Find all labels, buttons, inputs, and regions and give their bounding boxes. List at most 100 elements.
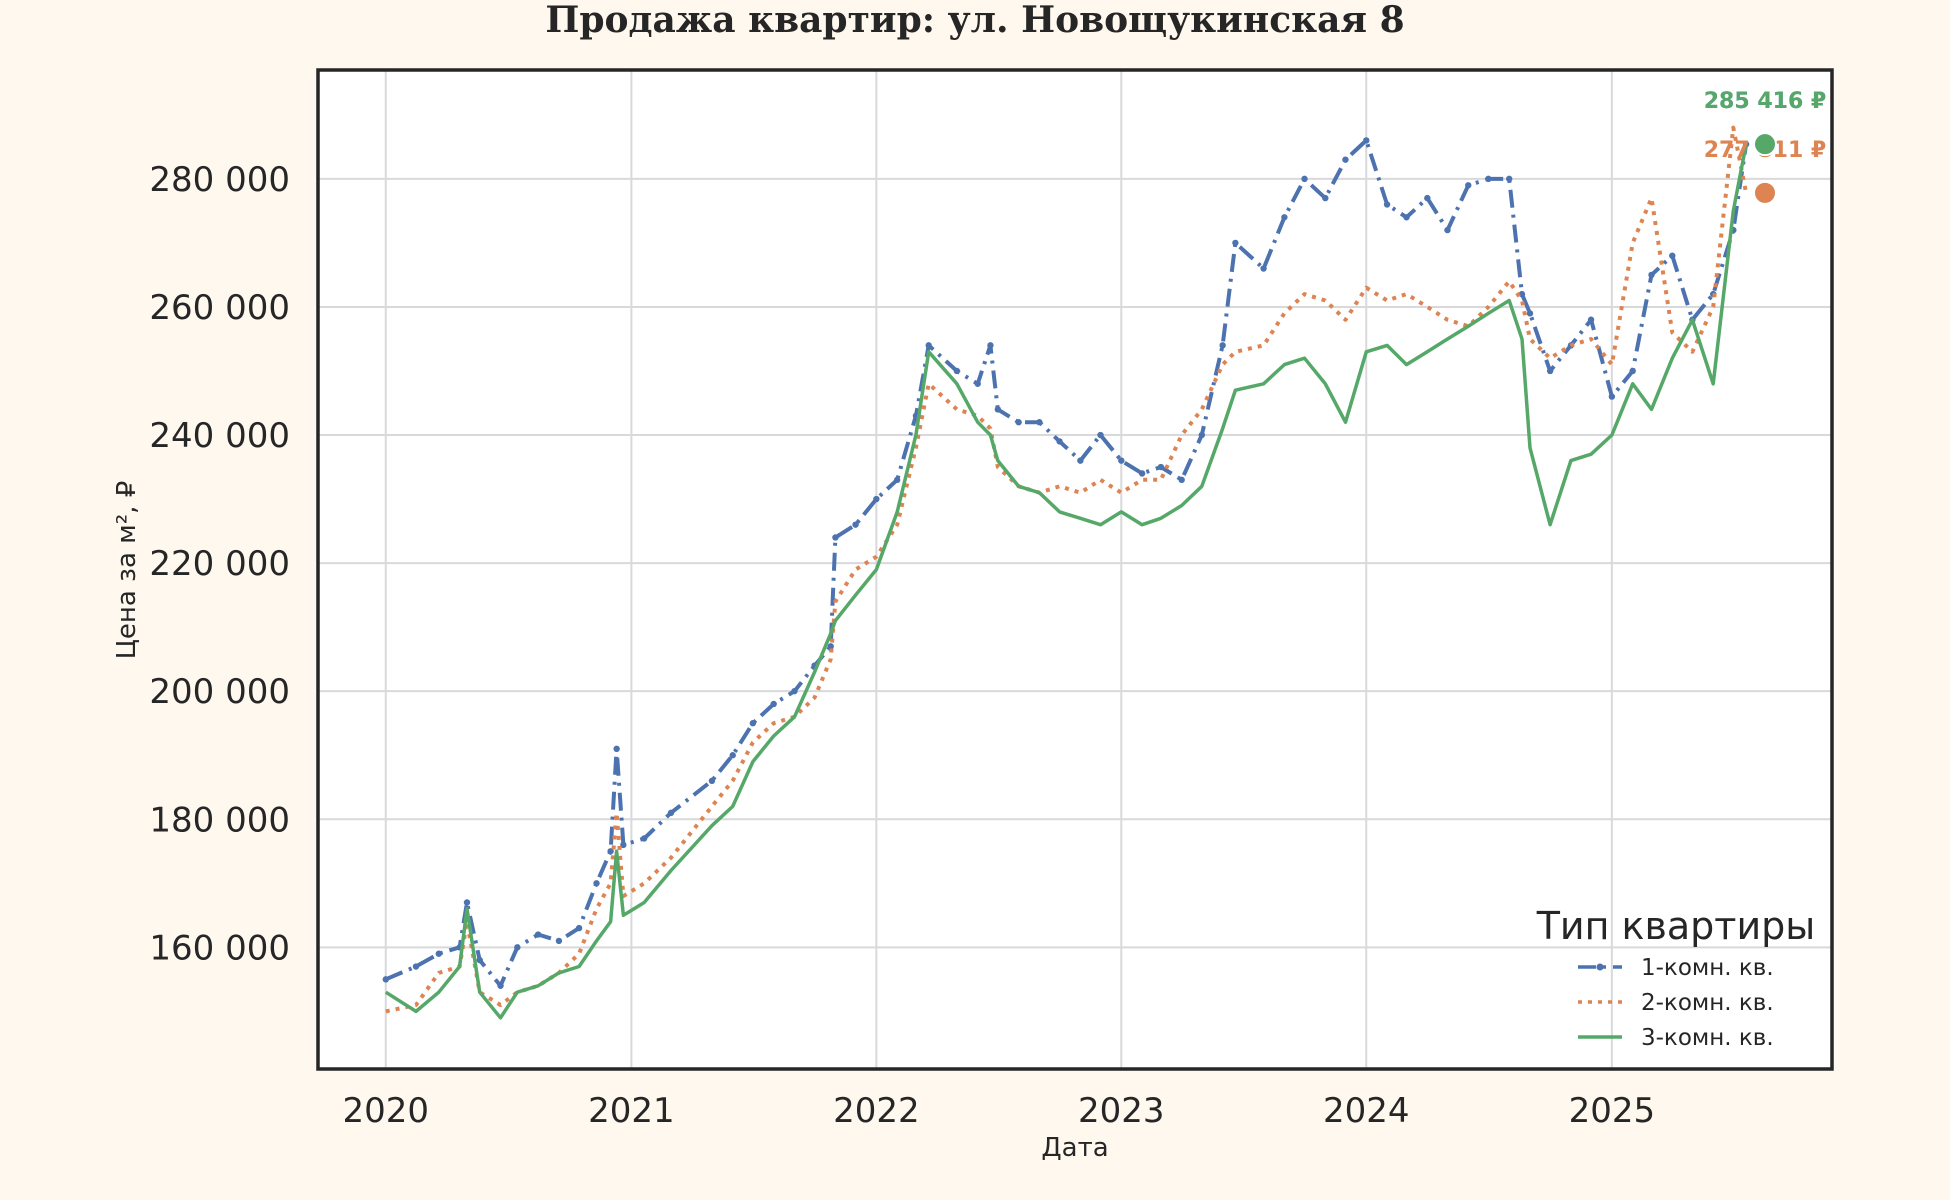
data-point (1403, 214, 1410, 221)
data-point (1506, 175, 1513, 183)
y-tick-label: 240 000 (149, 416, 290, 456)
y-axis-label: Цена за м², ₽ (112, 481, 142, 660)
end-markers: 285 416 ₽277 811 ₽285 416 ₽ (1704, 89, 1826, 205)
x-tick-label: 2020 (343, 1091, 430, 1131)
data-point (1157, 463, 1165, 471)
data-point (1198, 431, 1206, 439)
data-point (497, 982, 504, 989)
data-point (987, 342, 994, 349)
data-point (1322, 194, 1329, 202)
data-point (555, 937, 563, 945)
data-point (1219, 342, 1226, 349)
data-point (1518, 290, 1526, 298)
plot-area (318, 70, 1832, 1069)
data-point (953, 367, 961, 375)
data-point (791, 687, 798, 695)
data-point (1342, 156, 1349, 163)
chart-title: Продажа квартир: ул. Новощукинская 8 (545, 0, 1404, 41)
x-tick-label: 2025 (1569, 1091, 1656, 1131)
y-tick-label: 220 000 (149, 544, 290, 584)
y-tick-labels: 160 000 180 000 200 000 220 000 240 000 260 0… (149, 160, 290, 968)
data-point (1301, 175, 1308, 183)
y-tick-label: 200 000 (149, 672, 290, 712)
y-tick-label: 180 000 (149, 800, 290, 840)
x-tick-label: 2023 (1078, 1091, 1165, 1131)
data-point (640, 835, 648, 842)
end-marker (1753, 132, 1777, 157)
data-point (1077, 457, 1084, 464)
data-point (1260, 265, 1267, 272)
data-point (770, 700, 777, 708)
data-point (893, 476, 901, 484)
legend-label: 2-комн. кв. (1641, 990, 1774, 1016)
data-point (1118, 457, 1125, 464)
data-point (463, 899, 471, 906)
y-tick-label: 160 000 (149, 928, 290, 968)
x-tick-labels: 2020 2021 2022 2023 2024 2025 (343, 1091, 1656, 1131)
x-tick-label: 2021 (588, 1091, 675, 1131)
x-tick-label: 2024 (1323, 1091, 1410, 1131)
data-point (1178, 476, 1185, 484)
data-point (620, 841, 627, 849)
data-point (1424, 194, 1431, 202)
series-line (384, 143, 1748, 1020)
data-point (1669, 252, 1676, 259)
data-point (1648, 271, 1655, 279)
series-line (385, 125, 1749, 1014)
legend-label: 3-комн. кв. (1641, 1025, 1774, 1051)
data-point (1281, 214, 1288, 221)
data-point (514, 944, 521, 951)
data-point (1363, 137, 1370, 144)
data-point (1036, 419, 1043, 426)
legend: Тип квартиры 1-комн. кв. 2-комн. кв. 3-ком… (1536, 904, 1816, 1051)
data-point (1546, 367, 1554, 375)
data-point (1465, 182, 1472, 189)
data-point (749, 719, 757, 727)
data-point (873, 495, 880, 503)
plot-frame (316, 68, 1834, 1071)
data-point (476, 956, 483, 964)
data-point (974, 380, 981, 387)
y-tick-label: 280 000 (149, 160, 290, 200)
data-point (1383, 201, 1391, 208)
data-point (1608, 393, 1616, 400)
data-point (832, 534, 839, 541)
end-value-label: 285 416 ₽ (1704, 89, 1826, 114)
data-point (1097, 431, 1104, 439)
data-point (1232, 239, 1239, 247)
data-point (1629, 367, 1636, 375)
data-point (827, 643, 834, 650)
data-point (534, 931, 542, 938)
end-value-label: 285 416 ₽ (1704, 89, 1826, 114)
series-line (385, 138, 1749, 988)
data-point (1587, 316, 1595, 323)
y-tick-label: 260 000 (149, 288, 290, 328)
data-point (593, 880, 600, 887)
data-point (925, 342, 932, 349)
data-point (1444, 226, 1451, 234)
data-point (729, 752, 736, 759)
data-point (1138, 470, 1146, 477)
gridlines (318, 70, 1832, 1069)
data-point (994, 406, 1002, 413)
series-layer (382, 125, 1750, 1020)
data-point (1056, 438, 1063, 445)
data-point (435, 950, 442, 957)
data-point (607, 848, 614, 855)
legend-label: 1-комн. кв. (1641, 955, 1774, 981)
data-point (382, 976, 389, 983)
data-point (667, 809, 675, 817)
end-marker (1753, 180, 1777, 205)
legend-title: Тип квартиры (1536, 904, 1816, 948)
data-point (575, 924, 583, 932)
data-point (1526, 310, 1534, 317)
data-point (1015, 419, 1022, 426)
data-point (412, 963, 420, 970)
data-point (1485, 175, 1492, 183)
data-point (708, 777, 716, 785)
data-point (852, 521, 859, 528)
legend-swatch-marker (1596, 963, 1604, 971)
x-tick-label: 2022 (833, 1091, 920, 1131)
data-point (613, 745, 620, 753)
